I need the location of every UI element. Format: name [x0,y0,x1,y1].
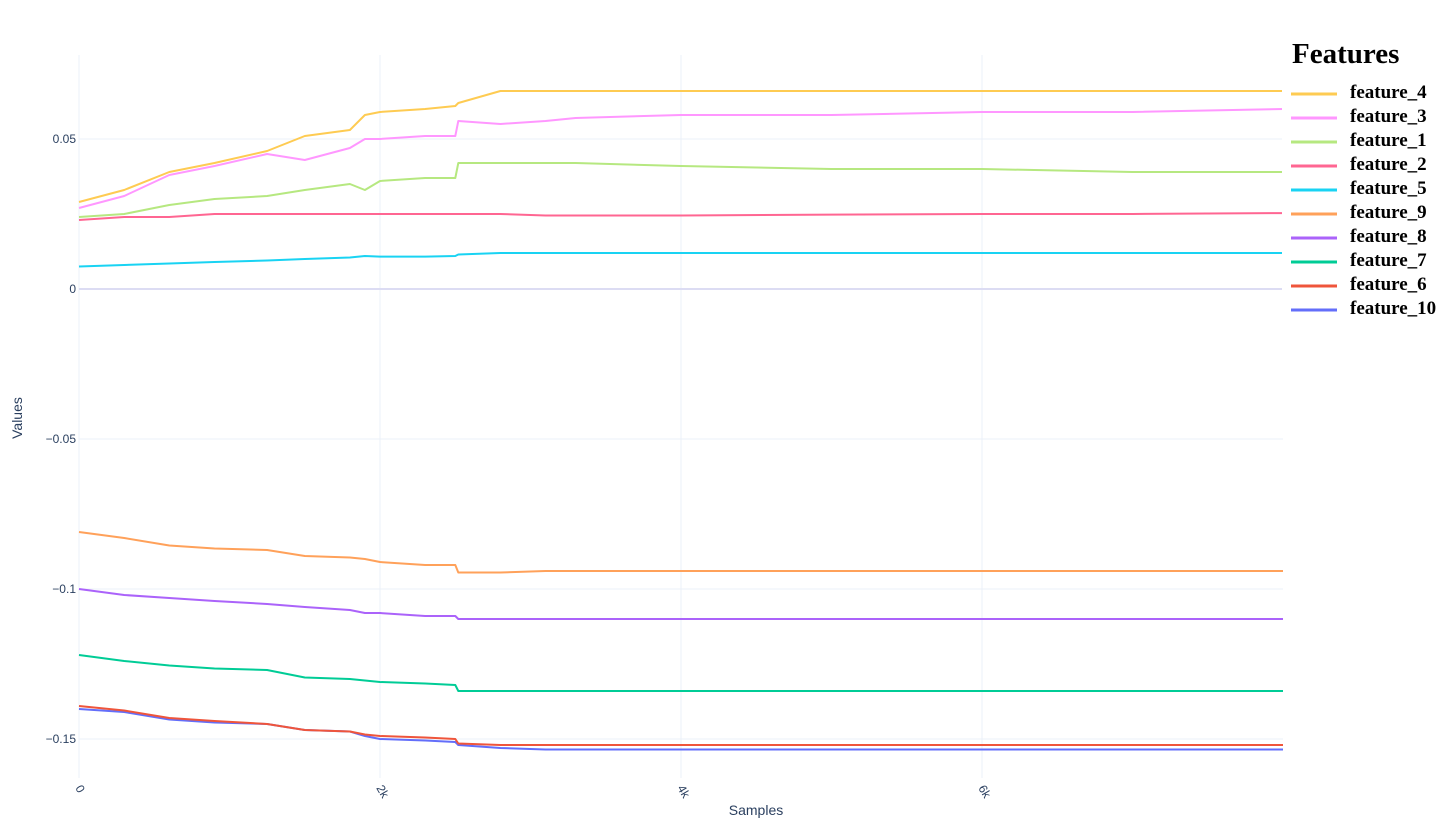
y-tick-label: 0 [69,282,76,296]
legend-label: feature_6 [1350,274,1427,295]
grid-lines [78,55,1283,778]
y-tick-label: 0.05 [53,132,77,146]
legend-background [1282,36,1452,354]
series-line-feature-7 [78,654,1283,692]
x-tick-label: 4k [674,783,693,802]
legend-item-feature-6[interactable]: feature_6 [1291,274,1427,295]
series-line-feature-1 [78,162,1283,218]
series-group [78,90,1284,751]
series-line-feature-6 [78,705,1283,746]
legend-item-feature-10[interactable]: feature_10 [1291,298,1436,319]
legend-item-feature-5[interactable]: feature_5 [1291,178,1427,199]
series-line-feature-8 [78,588,1283,620]
legend-label: feature_5 [1350,178,1427,199]
y-axis-title: Values [9,397,25,439]
x-tick-label: 6k [975,783,994,802]
series-line-feature-10 [78,708,1283,751]
y-tick-label: −0.05 [46,432,77,446]
legend-item-feature-8[interactable]: feature_8 [1291,226,1427,247]
series-line-feature-2 [78,212,1284,221]
legend-item-feature-3[interactable]: feature_3 [1291,106,1427,127]
x-axis-ticks: 0 2k 4k 6k [72,783,994,802]
y-axis-ticks: 0.05 0 −0.05 −0.1 −0.15 [46,132,77,746]
legend-label: feature_8 [1350,226,1427,247]
x-tick-label: 0 [72,783,88,796]
series-line-feature-5 [78,252,1283,268]
series-line-feature-9 [78,531,1283,574]
legend-item-feature-9[interactable]: feature_9 [1291,202,1427,223]
legend-label: feature_1 [1350,130,1427,151]
y-tick-label: −0.15 [46,732,77,746]
legend-label: feature_4 [1350,82,1427,103]
legend-item-feature-2[interactable]: feature_2 [1291,154,1427,175]
legend-item-feature-7[interactable]: feature_7 [1291,250,1427,271]
legend-label: feature_2 [1350,154,1427,175]
legend-label: feature_7 [1350,250,1427,271]
legend-label: feature_9 [1350,202,1427,223]
x-tick-label: 2k [373,783,392,802]
legend: Features feature_4feature_3feature_1feat… [1282,36,1452,354]
legend-items: feature_4 feature_3 feature_1 feature_2feat… [1291,82,1436,319]
legend-label: feature_3 [1350,106,1427,127]
x-axis-title: Samples [729,802,783,818]
y-tick-label: −0.1 [52,582,76,596]
legend-title: Features [1292,38,1399,70]
legend-item-feature-1[interactable]: feature_1 [1291,130,1427,151]
series-line-feature-3 [78,108,1284,209]
series-line-feature-4 [78,90,1283,203]
legend-item-feature-4[interactable]: feature_4 [1291,82,1427,103]
legend-label: feature_10 [1350,298,1436,319]
